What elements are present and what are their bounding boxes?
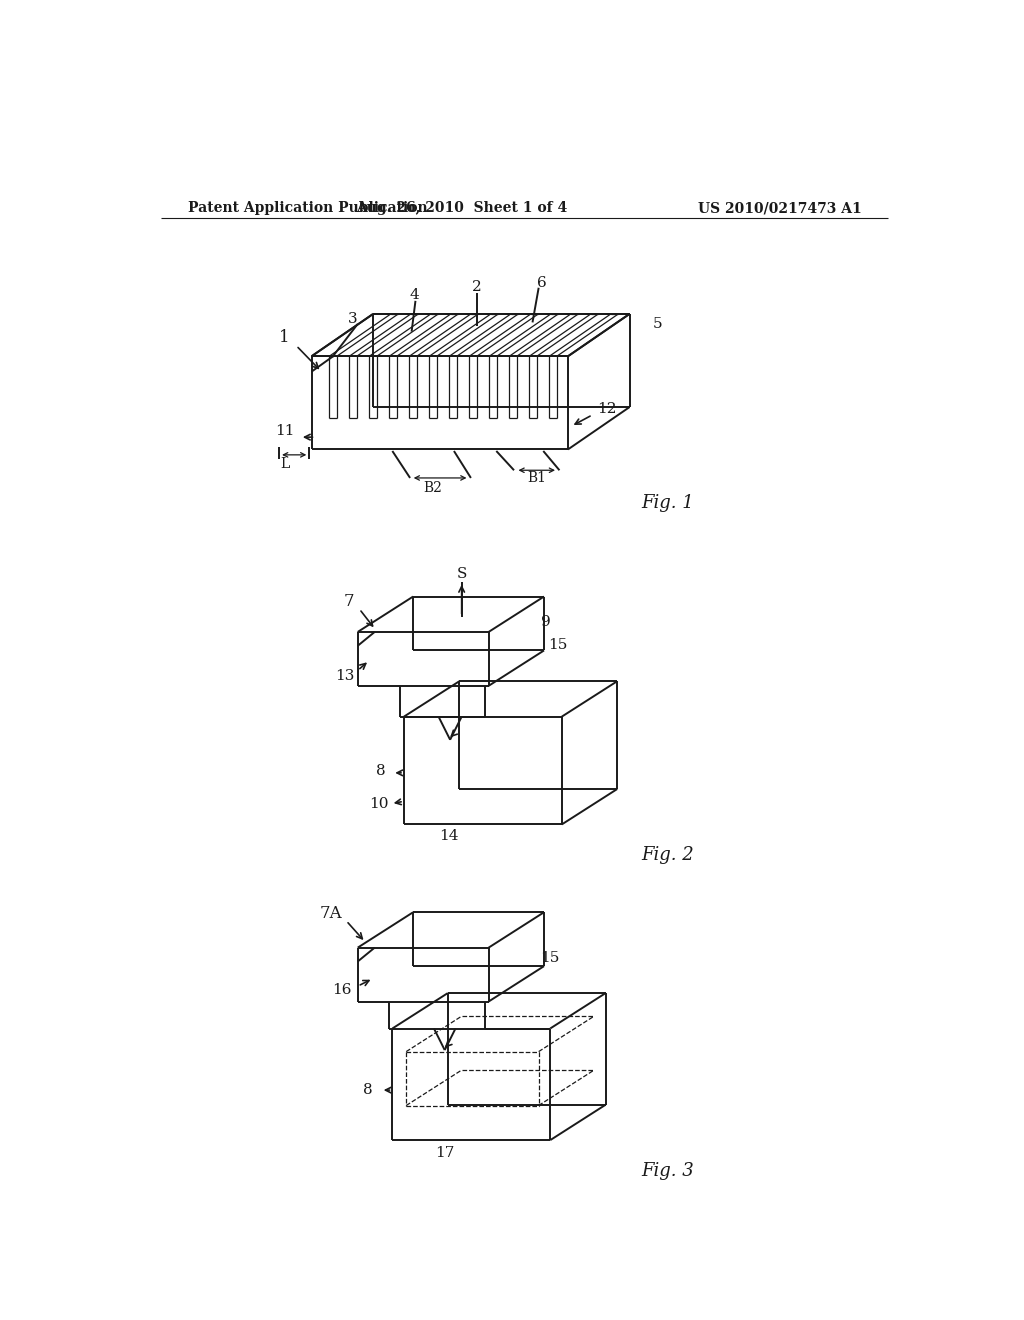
- Text: 14: 14: [439, 829, 459, 843]
- Text: 13: 13: [335, 669, 354, 682]
- Text: S: S: [457, 568, 467, 581]
- Text: 1: 1: [280, 329, 290, 346]
- Text: 12: 12: [597, 403, 616, 416]
- Text: 5: 5: [653, 317, 663, 331]
- Text: Fig. 3: Fig. 3: [642, 1162, 694, 1180]
- Text: 11: 11: [274, 424, 294, 438]
- Text: 10: 10: [369, 797, 388, 810]
- Text: 3: 3: [347, 312, 357, 326]
- Text: 2: 2: [472, 280, 482, 294]
- Text: 8: 8: [362, 1084, 373, 1097]
- Text: 8: 8: [376, 763, 386, 777]
- Text: Fig. 1: Fig. 1: [642, 495, 694, 512]
- Text: 15: 15: [548, 638, 567, 652]
- Text: Patent Application Publication: Patent Application Publication: [188, 202, 428, 215]
- Text: B2: B2: [423, 480, 441, 495]
- Text: 4: 4: [409, 289, 419, 302]
- Text: 17: 17: [435, 1146, 455, 1160]
- Text: 9: 9: [542, 615, 551, 628]
- Text: Fig. 2: Fig. 2: [642, 846, 694, 865]
- Text: 16: 16: [333, 983, 352, 997]
- Text: 15: 15: [541, 950, 560, 965]
- Text: L: L: [280, 457, 289, 471]
- Text: US 2010/0217473 A1: US 2010/0217473 A1: [698, 202, 862, 215]
- Text: 6: 6: [537, 276, 547, 290]
- Text: 7: 7: [343, 593, 353, 610]
- Text: Aug. 26, 2010  Sheet 1 of 4: Aug. 26, 2010 Sheet 1 of 4: [356, 202, 567, 215]
- Text: 7A: 7A: [319, 904, 342, 921]
- Text: B1: B1: [527, 471, 547, 484]
